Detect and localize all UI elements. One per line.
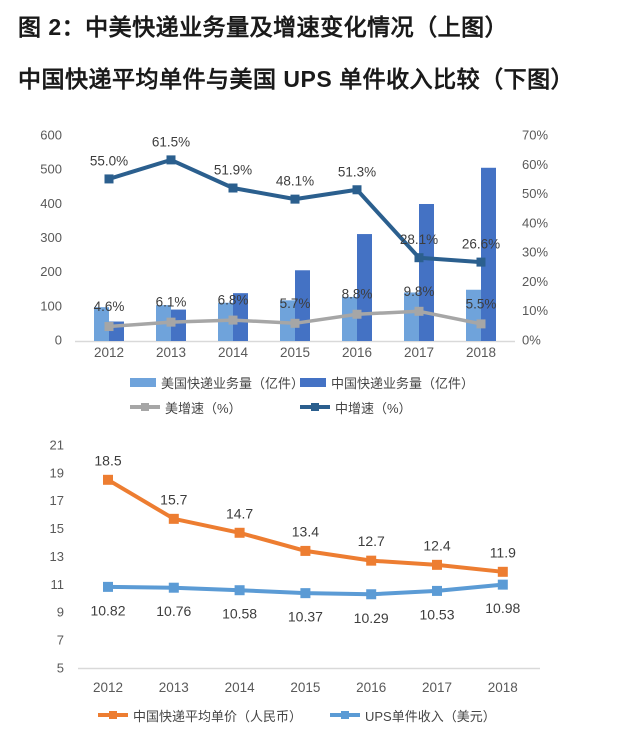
svg-text:600: 600 [40, 128, 62, 143]
svg-text:2017: 2017 [422, 680, 452, 695]
bottom-legend-row: 中国快递平均单价（人民币） UPS单件收入（美元） [0, 706, 637, 725]
ups-revenue-line-swatch-icon [330, 710, 360, 719]
svg-text:60%: 60% [522, 157, 548, 172]
svg-text:9.8%: 9.8% [404, 284, 435, 299]
svg-text:13: 13 [50, 549, 64, 564]
svg-text:18.5: 18.5 [94, 452, 121, 468]
us-growth-line-swatch-icon [130, 402, 160, 411]
legend-item-us-volume: 美国快递业务量（亿件） [130, 373, 304, 392]
svg-text:2016: 2016 [342, 345, 372, 360]
svg-text:10.82: 10.82 [90, 602, 125, 618]
svg-text:70%: 70% [522, 128, 548, 143]
svg-text:2013: 2013 [159, 680, 189, 695]
cn-price-line-swatch-icon [98, 710, 128, 719]
svg-text:2016: 2016 [356, 680, 386, 695]
svg-text:5.7%: 5.7% [280, 296, 311, 311]
svg-text:2012: 2012 [94, 345, 124, 360]
legend-label-cn-price: 中国快递平均单价（人民币） [133, 708, 303, 724]
legend-item-cn-volume: 中国快递业务量（亿件） [300, 373, 474, 392]
svg-text:2014: 2014 [218, 345, 249, 360]
svg-text:51.3%: 51.3% [338, 164, 376, 179]
svg-text:2018: 2018 [466, 345, 496, 360]
svg-text:2015: 2015 [280, 345, 310, 360]
svg-text:10%: 10% [522, 303, 548, 318]
legend-label-ups-revenue: UPS单件收入（美元） [365, 708, 496, 724]
svg-text:21: 21 [50, 437, 64, 452]
svg-text:8.8%: 8.8% [342, 287, 373, 302]
legend-item-cn-growth: 中增速（%） [300, 398, 412, 417]
svg-text:0%: 0% [522, 333, 541, 348]
svg-text:10.98: 10.98 [485, 600, 520, 616]
svg-text:11: 11 [51, 577, 65, 592]
svg-text:48.1%: 48.1% [276, 174, 314, 189]
svg-text:55.0%: 55.0% [90, 153, 128, 168]
legend-label-cn-growth: 中增速（%） [335, 400, 412, 416]
top-legend-row-1: 美国快递业务量（亿件） 中国快递业务量（亿件） [0, 373, 637, 392]
svg-text:2012: 2012 [93, 680, 123, 695]
svg-text:10.29: 10.29 [354, 610, 389, 626]
svg-text:7: 7 [57, 633, 64, 648]
svg-text:2015: 2015 [290, 680, 320, 695]
legend-label-us-growth: 美增速（%） [165, 400, 242, 416]
svg-text:300: 300 [40, 230, 62, 245]
legend-item-us-growth: 美增速（%） [130, 398, 300, 417]
svg-text:500: 500 [40, 162, 62, 177]
svg-text:12.4: 12.4 [423, 537, 450, 553]
figure-title-line-1: 图 2：中美快递业务量及增速变化情况（上图） [18, 14, 509, 40]
svg-text:0: 0 [55, 333, 62, 348]
svg-text:10.37: 10.37 [288, 609, 323, 625]
svg-text:26.6%: 26.6% [462, 237, 500, 252]
svg-text:100: 100 [40, 298, 62, 313]
svg-text:6.1%: 6.1% [156, 295, 187, 310]
svg-text:15.7: 15.7 [160, 491, 187, 507]
legend-item-ups-revenue: UPS单件收入（美元） [330, 706, 496, 725]
svg-text:2013: 2013 [156, 345, 186, 360]
svg-text:40%: 40% [522, 215, 548, 230]
svg-text:50%: 50% [522, 186, 548, 201]
svg-text:12.7: 12.7 [358, 533, 385, 549]
svg-text:28.1%: 28.1% [400, 232, 438, 247]
svg-text:20%: 20% [522, 274, 548, 289]
svg-text:11.9: 11.9 [490, 544, 516, 560]
svg-text:10.76: 10.76 [156, 603, 191, 619]
svg-text:14.7: 14.7 [226, 505, 253, 521]
svg-text:2017: 2017 [404, 345, 434, 360]
svg-text:30%: 30% [522, 245, 548, 260]
svg-text:17: 17 [50, 493, 64, 508]
svg-text:19: 19 [50, 465, 64, 480]
svg-text:2018: 2018 [488, 680, 518, 695]
us-volume-bar-swatch-icon [130, 377, 156, 387]
bottom-chart-legend: 中国快递平均单价（人民币） UPS单件收入（美元） [0, 707, 637, 732]
svg-text:10.53: 10.53 [419, 606, 454, 622]
svg-text:400: 400 [40, 196, 62, 211]
legend-label-cn-volume: 中国快递业务量（亿件） [331, 375, 475, 391]
figure-title-line-2: 中国快递平均单件与美国 UPS 单件收入比较（下图） [18, 66, 575, 92]
svg-text:6.8%: 6.8% [218, 293, 249, 308]
top-legend-row-2: 美增速（%） 中增速（%） [0, 398, 637, 417]
svg-text:2014: 2014 [225, 680, 256, 695]
svg-text:15: 15 [50, 521, 64, 536]
legend-item-cn-price: 中国快递平均单价（人民币） [98, 706, 330, 725]
svg-text:200: 200 [40, 264, 62, 279]
svg-text:10.58: 10.58 [222, 606, 257, 622]
svg-text:5.5%: 5.5% [466, 296, 497, 311]
legend-label-us-volume: 美国快递业务量（亿件） [161, 375, 305, 391]
top-chart-legend: 美国快递业务量（亿件） 中国快递业务量（亿件） 美增速（%） 中增速（%） [0, 374, 637, 424]
cn-volume-bar-swatch-icon [300, 377, 326, 387]
svg-text:9: 9 [57, 605, 64, 620]
svg-text:5: 5 [57, 661, 64, 676]
svg-text:51.9%: 51.9% [214, 163, 252, 178]
svg-text:4.6%: 4.6% [94, 299, 125, 314]
svg-text:61.5%: 61.5% [152, 134, 190, 149]
cn-growth-line-swatch-icon [300, 402, 330, 411]
svg-text:13.4: 13.4 [292, 523, 319, 539]
